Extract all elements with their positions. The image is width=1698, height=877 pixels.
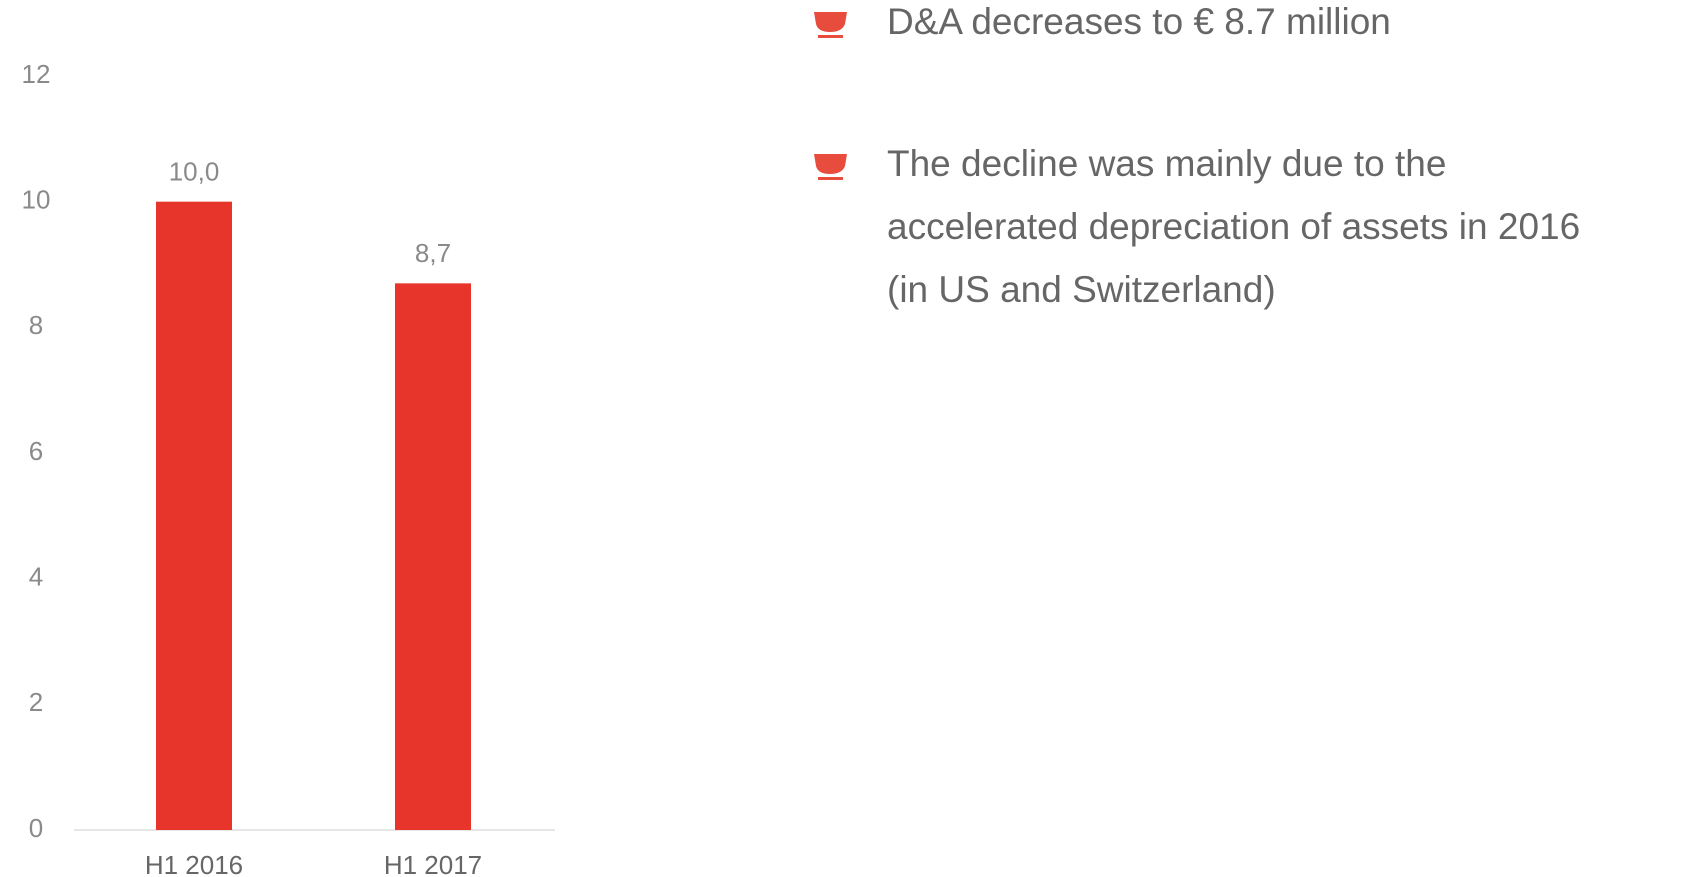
bar: [156, 201, 232, 830]
x-tick-label: H1 2016: [145, 850, 243, 877]
bullet-icon: [814, 154, 847, 174]
y-tick-label: 6: [29, 436, 43, 466]
y-tick-label: 12: [22, 59, 51, 89]
bullet-text: (in US and Switzerland): [887, 269, 1276, 310]
x-tick-label: H1 2017: [384, 850, 482, 877]
bullet-icon-base: [818, 177, 843, 180]
bullet-text: D&A decreases to € 8.7 million: [887, 1, 1391, 42]
y-tick-label: 2: [29, 687, 43, 717]
bullet-icon-base: [818, 35, 843, 38]
bullet-text: accelerated depreciation of assets in 20…: [887, 206, 1580, 247]
bar: [395, 283, 471, 831]
bullet-text: The decline was mainly due to the: [887, 143, 1446, 184]
y-tick-label: 0: [29, 813, 43, 843]
y-tick-label: 4: [29, 562, 43, 592]
value-label: 8,7: [415, 238, 451, 268]
y-tick-label: 8: [29, 310, 43, 340]
value-label: 10,0: [169, 157, 220, 187]
bullet-icon: [814, 12, 847, 32]
y-tick-label: 10: [22, 185, 51, 215]
